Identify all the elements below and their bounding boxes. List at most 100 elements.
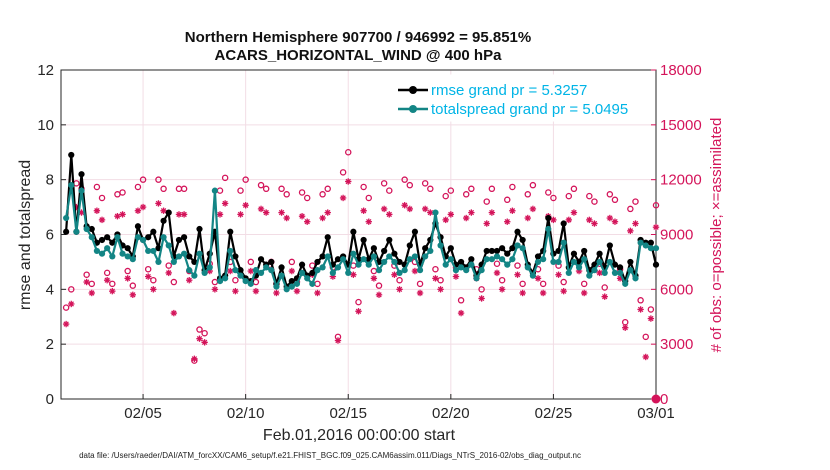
totalspread-point [263, 264, 270, 271]
end-marker [651, 394, 661, 404]
y-tick-label: 2 [46, 336, 54, 353]
rmse-point [581, 247, 588, 255]
obs-assimilated-point [124, 275, 131, 282]
obs-assimilated-point [186, 276, 193, 284]
y-tick-label: 6 [46, 227, 54, 244]
obs-assimilated-point [257, 205, 265, 213]
rmse-point [406, 242, 413, 249]
obs-possible-point [365, 194, 373, 202]
obs-assimilated-point [304, 218, 311, 225]
obs-possible-point [524, 191, 532, 198]
obs-possible-point [303, 194, 311, 202]
obs-possible-point [442, 192, 449, 200]
rmse-point [165, 209, 172, 216]
obs-assimilated-point [442, 216, 449, 224]
totalspread-point [606, 258, 613, 266]
obs-possible-point [503, 196, 511, 204]
obs-possible-point [437, 276, 444, 284]
rmse-point [68, 151, 75, 159]
totalspread-point [545, 225, 552, 233]
totalspread-point [109, 253, 116, 260]
totalspread-point [227, 247, 234, 255]
obs-assimilated-point [560, 287, 567, 295]
totalspread-point [350, 250, 357, 257]
totalspread-point [78, 187, 85, 194]
rmse-point [186, 253, 193, 260]
totalspread-point [627, 267, 634, 274]
obs-possible-point [642, 333, 649, 341]
obs-assimilated-point [524, 214, 531, 222]
end-marker-dot [651, 394, 661, 404]
obs-assimilated-point [534, 275, 542, 282]
obs-possible-point [570, 185, 578, 193]
totalspread-point [637, 239, 644, 246]
rmse-point [150, 228, 157, 235]
obs-assimilated-point [642, 353, 649, 361]
obs-possible-point [606, 191, 614, 198]
y-tick-label: 10 [37, 117, 54, 134]
legend-box [393, 74, 653, 122]
obs-possible-point [160, 185, 167, 193]
obs-possible-point [109, 280, 116, 288]
rmse-point [611, 261, 619, 268]
obs-assimilated-point [232, 287, 239, 295]
obs-assimilated-point [627, 227, 634, 235]
totalspread-point [493, 253, 501, 260]
x-axis-label: Feb.01,2016 00:00:00 start [263, 427, 456, 444]
obs-possible-point [339, 169, 347, 176]
rmse-point [350, 228, 357, 235]
obs-assimilated-point [570, 209, 578, 216]
obs-assimilated-point [437, 286, 444, 293]
obs-possible-point [457, 297, 465, 304]
obs-assimilated-point [350, 271, 357, 278]
obs-assimilated-point [155, 200, 162, 207]
totalspread-point [93, 247, 101, 255]
obs-assimilated-point [447, 211, 455, 218]
obs-possible-point [319, 191, 326, 198]
totalspread-point [124, 253, 131, 260]
totalspread-point [365, 261, 372, 268]
obs-possible-point [324, 185, 331, 193]
totalspread-point [432, 209, 439, 216]
totalspread-point [488, 256, 495, 263]
totalspread-point [160, 234, 167, 241]
obs-assimilated-point [319, 214, 326, 222]
totalspread-point [237, 272, 244, 279]
footer-data-file: data file: /Users/raeder/DAI/ATM_forcXX/… [79, 451, 581, 460]
obs-possible-point [652, 202, 660, 209]
obs-assimilated-point [109, 287, 116, 295]
rmse-point [606, 242, 613, 249]
totalspread-point [329, 269, 336, 276]
obs-possible-point [621, 318, 629, 326]
totalspread-point [247, 280, 254, 287]
totalspread-point [175, 253, 183, 260]
rmse-point [278, 264, 285, 271]
totalspread-point [139, 236, 147, 244]
y2-tick-label: 18000 [660, 62, 702, 79]
rmse-point [499, 245, 506, 252]
obs-assimilated-point [555, 271, 562, 278]
rmse-point [504, 250, 511, 257]
rmse-point [570, 250, 578, 257]
rmse-point [457, 258, 465, 266]
obs-assimilated-point [586, 216, 593, 224]
obs-possible-point [375, 282, 383, 289]
obs-possible-point [124, 267, 131, 275]
totalspread-point [622, 280, 629, 287]
obs-assimilated-point [160, 207, 167, 214]
obs-assimilated-point [550, 216, 557, 224]
obs-assimilated-point [611, 218, 619, 225]
obs-assimilated-point [457, 309, 465, 317]
totalspread-point [560, 239, 567, 246]
totalspread-point [534, 258, 542, 266]
rmse-point [104, 234, 111, 241]
obs-assimilated-point [201, 339, 208, 346]
obs-possible-point [196, 326, 203, 333]
rmse-point [596, 250, 603, 257]
obs-assimilated-point [647, 315, 655, 322]
obs-possible-point [242, 176, 249, 183]
obs-possible-point [175, 185, 183, 193]
obs-assimilated-point [129, 291, 137, 299]
obs-assimilated-point [370, 275, 378, 282]
